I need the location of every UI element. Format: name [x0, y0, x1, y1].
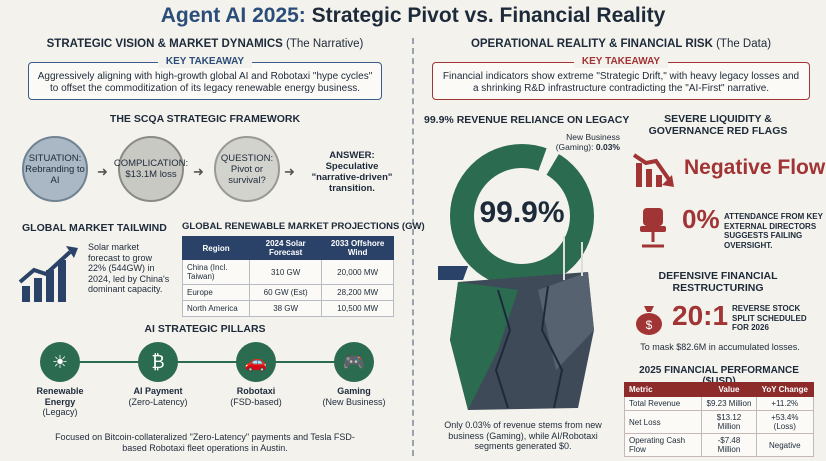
left-key-takeaway: KEY TAKEAWAY Aggressively aligning with … [28, 56, 382, 100]
right-section-heading: OPERATIONAL REALITY & FINANCIAL RISK (Th… [470, 38, 772, 50]
reliance-big-value: 99.9% [479, 196, 565, 229]
money-bag-icon: $ [636, 306, 662, 335]
right-key-takeaway: KEY TAKEAWAY Financial indicators show e… [432, 56, 810, 100]
table-row: Europe 60 GW (Est) 28,200 MW [181, 284, 394, 301]
empty-chair-icon [640, 208, 666, 248]
column-divider [412, 38, 414, 456]
liquidity-heading: SEVERE LIQUIDITY & GOVERNANCE RED FLAGS [648, 113, 788, 137]
pillar-renewable-energy: ☀ Renewable Energy (Legacy) [24, 342, 96, 418]
solar-panel-icon: ☀ [40, 342, 80, 382]
negative-flow-label: Negative Flow [684, 156, 826, 179]
pillars-footnote: Focused on Bitcoin-collateralized "Zero-… [55, 432, 355, 453]
reverse-split-ratio: 20:1 [672, 300, 729, 331]
performance-heading: 2025 FINANCIAL PERFORMANCE ($USD) [639, 365, 799, 387]
restructuring-heading: DEFENSIVE FINANCIAL RESTRUCTURING [658, 270, 778, 294]
bitcoin-icon: ₿ [138, 342, 178, 382]
revenue-donut-chart [438, 143, 595, 410]
arrow-icon: ➜ [193, 164, 204, 179]
declining-chart-icon [632, 153, 674, 187]
attendance-text: ATTENDANCE FROM KEY EXTERNAL DIRECTORS S… [724, 212, 823, 250]
table-header-row: Region 2024 Solar Forecast 2033 Offshore… [181, 236, 394, 260]
scqa-heading: THE SCQA STRATEGIC FRAMEWORK [109, 113, 301, 125]
left-section-heading: STRATEGIC VISION & MARKET DYNAMICS (The … [46, 38, 364, 50]
table-row: Net Loss $13.12 Million +53.4% (Loss) [623, 410, 815, 434]
column-header: Value [701, 382, 757, 397]
gamepad-icon: 🎮 [334, 342, 374, 382]
column-header: YoY Change [755, 382, 815, 397]
pillar-gaming: 🎮 Gaming (New Business) [318, 342, 390, 407]
pillars-heading: AI STRATEGIC PILLARS [144, 323, 266, 335]
scqa-situation: SITUATION: Rebranding to AI [22, 136, 88, 202]
reliance-caption: Only 0.03% of revenue stems from new bus… [444, 420, 602, 451]
reliance-heading: 99.9% REVENUE RELIANCE ON LEGACY [424, 114, 630, 126]
projections-heading: GLOBAL RENEWABLE MARKET PROJECTIONS (GW) [182, 221, 425, 232]
projections-table: Region 2024 Solar Forecast 2033 Offshore… [181, 236, 394, 317]
scqa-answer: ANSWER: Speculative "narrative-driven" t… [311, 150, 393, 194]
car-icon: 🚗 [236, 342, 276, 382]
table-row: North America 38 GW 10,500 MW [181, 300, 394, 317]
column-header: 2033 Offshore Wind [321, 236, 394, 260]
column-header: Region [181, 236, 251, 260]
reverse-split-text: REVERSE STOCK SPLIT SCHEDULED FOR 2026 [732, 304, 807, 332]
column-header: Metric [623, 382, 703, 397]
scqa-complication: COMPLICATION: $13.1M loss [114, 136, 188, 202]
table-row: Operating Cash Flow -$7.48 Million Negat… [623, 433, 815, 457]
pillar-robotaxi: 🚗 Robotaxi (FSD-based) [220, 342, 292, 407]
pillars-connector [44, 361, 364, 363]
arrow-icon: ➜ [284, 164, 295, 179]
pillar-ai-payment: ₿ AI Payment (Zero-Latency) [122, 342, 194, 407]
tailwind-heading: GLOBAL MARKET TAILWIND [22, 222, 167, 234]
attendance-value: 0% [682, 204, 720, 234]
column-header: 2024 Solar Forecast [249, 236, 323, 260]
page-title: Agent AI 2025: Strategic Pivot vs. Finan… [160, 4, 666, 27]
growth-chart-icon [18, 246, 78, 302]
tailwind-text: Solar market forecast to grow 22% (544GW… [88, 242, 170, 294]
table-header-row: Metric Value YoY Change [623, 382, 815, 397]
arrow-icon: ➜ [97, 164, 108, 179]
restructuring-note: To mask $82.6M in accumulated losses. [640, 342, 800, 352]
scqa-question: QUESTION: Pivot or survival? [214, 136, 280, 202]
table-row: Total Revenue $9.23 Million +11.2% [623, 396, 815, 411]
new-business-callout: New Business (Gaming): 0.03% [555, 132, 620, 152]
legacy-share-ring [450, 144, 594, 288]
table-row: China (Incl. Taiwan) 310 GW 20,000 MW [181, 259, 394, 285]
svg-text:$: $ [646, 318, 653, 332]
performance-table: Metric Value YoY Change Total Revenue $9… [623, 382, 815, 457]
